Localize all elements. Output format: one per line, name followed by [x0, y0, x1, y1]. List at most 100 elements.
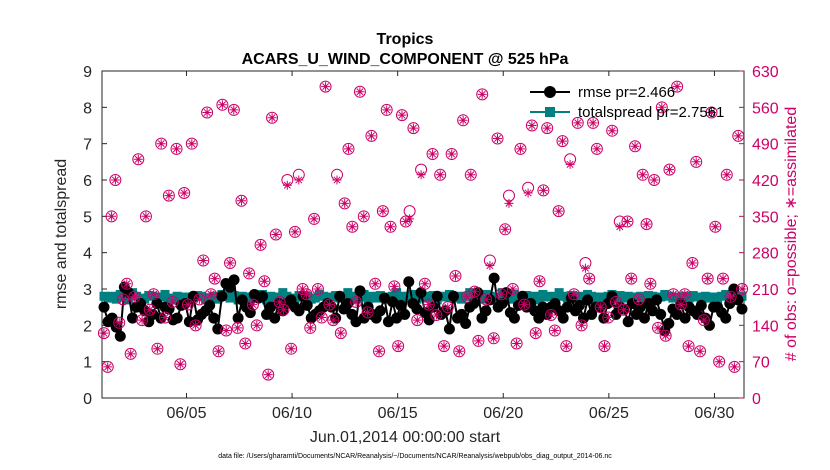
rmse-point: [232, 312, 244, 324]
obs-possible-point: [686, 257, 699, 270]
obs-assimilated-point: [298, 284, 308, 294]
chart-title: Tropics: [377, 31, 434, 48]
obs-possible-point: [266, 111, 279, 124]
obs-possible-point: [636, 168, 649, 181]
obs-possible-point: [231, 321, 244, 334]
obs-possible-point: [277, 303, 290, 316]
obs-possible-point: [720, 168, 733, 181]
obs-assimilated-point: [321, 82, 331, 92]
obs-assimilated-point: [600, 341, 609, 351]
obs-assimilated-point: [592, 144, 602, 154]
obs-assimilated-point: [328, 315, 338, 325]
totalspread-point: [534, 295, 544, 305]
obs-possible-point: [143, 303, 156, 316]
obs-assimilated-point: [271, 230, 281, 239]
y-right-tick-label: 210: [752, 282, 779, 299]
obs-assimilated-point: [114, 318, 124, 328]
obs-assimilated-point: [680, 289, 690, 299]
obs-assimilated-point: [481, 294, 491, 304]
rmse-point: [736, 303, 748, 315]
obs-assimilated-point: [665, 165, 674, 175]
obs-possible-point: [392, 340, 405, 353]
rmse-point: [508, 312, 520, 324]
obs-assimilated-point: [133, 154, 143, 164]
obs-assimilated-point: [332, 175, 342, 185]
y-tick-label: 5: [83, 209, 92, 226]
obs-assimilated-point: [523, 188, 533, 198]
obs-assimilated-point: [290, 227, 300, 237]
obs-possible-point: [621, 215, 634, 228]
obs-possible-point: [311, 283, 324, 295]
obs-assimilated-point: [722, 170, 732, 180]
obs-possible-point: [426, 148, 439, 161]
obs-assimilated-point: [733, 131, 743, 141]
obs-possible-point: [556, 135, 569, 148]
rmse-point: [171, 312, 183, 324]
obs-possible-point: [422, 298, 435, 311]
obs-assimilated-point: [493, 134, 502, 143]
obs-possible-point: [434, 168, 447, 181]
obs-possible-point: [155, 137, 168, 150]
obs-possible-point: [224, 257, 237, 270]
obs-possible-point: [395, 109, 408, 122]
obs-possible-point: [705, 106, 718, 119]
rmse-point: [155, 312, 167, 324]
obs-assimilated-point: [458, 115, 468, 125]
plot-frame: [101, 70, 745, 399]
obs-possible-point: [132, 153, 145, 166]
obs-assimilated-point: [110, 175, 120, 185]
x-tick-label: 06/15: [378, 405, 418, 422]
obs-possible-point: [193, 293, 206, 306]
obs-assimilated-point: [569, 289, 579, 299]
y-right-tick-label: 350: [752, 209, 779, 226]
obs-assimilated-point: [668, 289, 678, 299]
obs-assimilated-point: [175, 359, 185, 369]
obs-possible-point: [323, 298, 336, 311]
legend-totalspread-marker: [545, 107, 555, 117]
obs-assimilated-point: [118, 294, 128, 304]
obs-possible-point: [533, 275, 546, 288]
x-tick-label: 06/20: [483, 405, 523, 422]
rmse-point: [114, 330, 126, 342]
obs-assimilated-point: [550, 326, 560, 335]
obs-possible-point: [197, 254, 210, 267]
obs-assimilated-point: [279, 305, 288, 315]
obs-possible-point: [338, 197, 351, 210]
obs-possible-point: [476, 88, 489, 101]
obs-assimilated-point: [645, 279, 655, 289]
obs-assimilated-point: [512, 339, 522, 348]
rmse-point: [447, 290, 459, 302]
obs-assimilated-point: [420, 279, 430, 289]
obs-assimilated-point: [309, 214, 319, 224]
obs-assimilated-point: [214, 346, 224, 356]
legend-rmse-marker: [544, 86, 556, 98]
rmse-point: [622, 316, 634, 328]
obs-assimilated-point: [225, 258, 235, 268]
rmse-point: [606, 290, 618, 302]
obs-possible-point: [659, 329, 672, 342]
rmse-point: [208, 312, 220, 324]
obs-assimilated-point: [389, 281, 399, 291]
y-right-tick-label: 140: [752, 318, 779, 335]
obs-possible-point: [235, 194, 248, 207]
obs-possible-point: [583, 272, 596, 285]
obs-possible-point: [701, 272, 714, 285]
obs-assimilated-point: [149, 289, 159, 299]
obs-possible-point: [208, 272, 221, 285]
totalspread-point: [505, 294, 515, 304]
obs-assimilated-point: [248, 300, 258, 310]
obs-possible-point: [418, 277, 431, 290]
obs-possible-point: [552, 205, 565, 218]
obs-possible-point: [724, 290, 737, 303]
obs-possible-point: [361, 306, 374, 319]
y-right-tick-label: 420: [752, 173, 779, 190]
obs-assimilated-point: [294, 175, 304, 185]
rmse-point: [257, 290, 268, 302]
obs-possible-point: [709, 220, 722, 233]
obs-possible-point: [736, 283, 749, 295]
obs-possible-point: [212, 345, 225, 358]
x-tick-label: 06/25: [589, 405, 629, 422]
rmse-point: [496, 298, 508, 310]
